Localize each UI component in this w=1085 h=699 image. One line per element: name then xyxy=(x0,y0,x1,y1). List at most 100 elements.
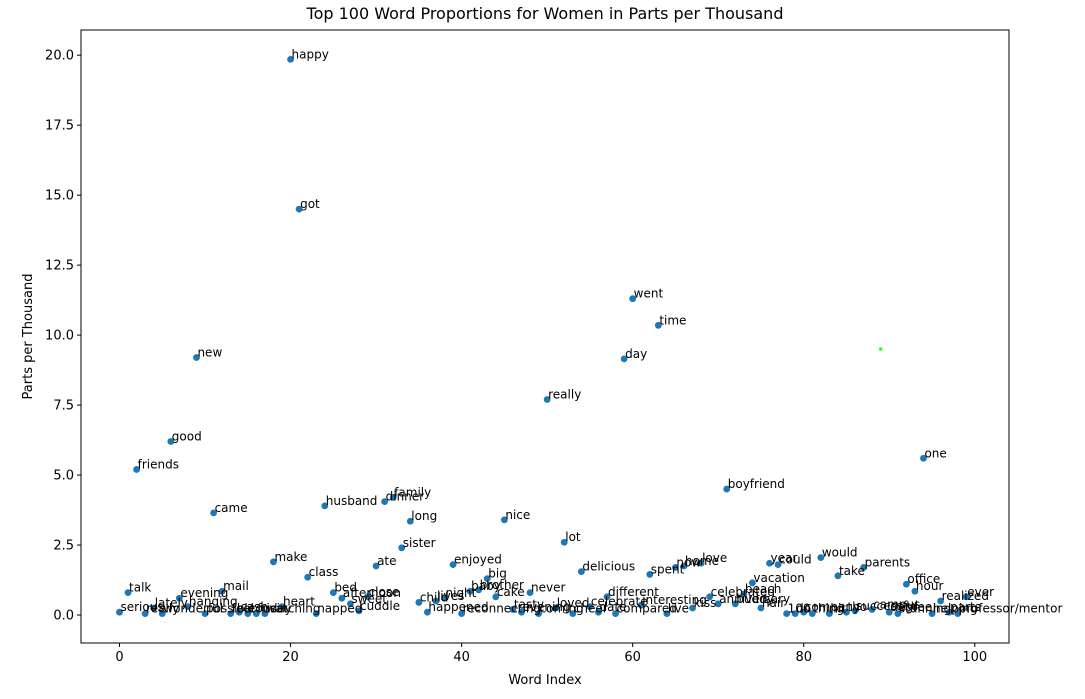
point-label: serious xyxy=(120,600,163,614)
point-label: interesting xyxy=(642,593,707,607)
point-label: watching xyxy=(266,602,321,616)
x-tick-label: 60 xyxy=(624,650,641,665)
point-label: dinner xyxy=(386,490,425,504)
point-label: wonderful xyxy=(163,602,223,616)
data-point xyxy=(423,608,431,616)
data-point xyxy=(535,610,542,618)
data-point xyxy=(603,593,611,601)
data-point xyxy=(697,559,705,567)
data-point xyxy=(449,561,457,569)
data-point xyxy=(406,517,414,525)
point-label: take xyxy=(839,564,865,578)
point-label: year xyxy=(771,551,798,565)
y-axis-ticks: 0.0 2.5 5.0 7.5 10.0 12.5 15.0 17.5 20.0 xyxy=(45,49,81,624)
data-point xyxy=(629,295,637,303)
point-label: enjoyed xyxy=(454,553,502,567)
highlight-point xyxy=(878,347,883,351)
data-point xyxy=(945,608,953,616)
data-point xyxy=(500,516,508,524)
point-label: went xyxy=(634,287,664,301)
data-point xyxy=(304,573,312,581)
data-point xyxy=(218,587,226,595)
data-point xyxy=(577,568,585,576)
data-point xyxy=(663,610,671,618)
data-point xyxy=(355,607,363,615)
plot-frame xyxy=(80,29,1010,644)
point-label: class xyxy=(309,565,339,579)
data-point xyxy=(227,610,235,618)
data-point xyxy=(706,593,714,601)
data-point xyxy=(201,610,209,618)
data-point xyxy=(124,589,132,597)
point-label: nice xyxy=(505,508,530,522)
y-tick-label: 15.0 xyxy=(45,189,74,204)
data-point xyxy=(175,594,183,602)
data-point xyxy=(962,593,970,601)
data-point xyxy=(920,454,927,462)
point-label: really xyxy=(548,387,581,401)
point-label: baby xyxy=(471,579,501,593)
data-point xyxy=(731,600,739,608)
point-label: parents xyxy=(865,555,911,569)
data-point xyxy=(766,559,773,567)
data-point xyxy=(757,604,765,612)
data-point xyxy=(689,604,696,612)
point-label: good xyxy=(172,429,202,443)
point-label: anniversary xyxy=(719,592,790,606)
point-label: reconnecting xyxy=(463,602,541,616)
point-label: spent xyxy=(651,562,685,576)
data-point xyxy=(526,589,534,597)
data-point xyxy=(834,572,842,580)
y-tick-label: 0.0 xyxy=(53,609,74,624)
point-label: 100 xyxy=(788,602,811,616)
data-point xyxy=(347,600,354,608)
point-label: compared xyxy=(617,602,677,616)
data-point xyxy=(466,587,474,595)
x-tick-label: 100 xyxy=(962,650,987,665)
point-label: time xyxy=(659,313,686,327)
point-label: happy xyxy=(292,47,329,61)
point-label: husband xyxy=(326,494,378,508)
point-label: date xyxy=(599,600,626,614)
point-label: coming xyxy=(540,602,584,616)
point-label: one xyxy=(924,446,946,460)
data-point xyxy=(543,396,551,403)
y-tick-label: 5.0 xyxy=(53,469,74,484)
point-label: evening xyxy=(522,600,570,614)
point-label: new xyxy=(197,345,222,359)
x-tick-label: 80 xyxy=(795,650,812,665)
point-label: heart xyxy=(283,595,315,609)
point-label: night xyxy=(446,586,477,600)
point-label: make xyxy=(274,550,307,564)
data-point xyxy=(825,610,833,618)
point-label: brother xyxy=(480,578,524,592)
point-label: now xyxy=(676,555,701,569)
data-point xyxy=(184,603,192,611)
point-label: possible xyxy=(206,602,255,616)
point-label: sister xyxy=(403,536,436,550)
point-label: lately xyxy=(155,596,188,610)
point-label: talk xyxy=(129,581,151,595)
data-point xyxy=(475,586,483,594)
point-label: friends xyxy=(138,457,179,471)
data-point xyxy=(295,205,303,213)
data-point xyxy=(654,321,662,329)
point-label: came xyxy=(215,501,248,515)
data-point xyxy=(851,607,859,615)
point-label: kiss xyxy=(694,596,717,610)
point-label: would xyxy=(822,546,858,560)
x-tick-label: 40 xyxy=(453,650,470,665)
point-label: degree xyxy=(890,600,932,614)
data-point xyxy=(235,608,243,616)
data-points xyxy=(116,55,970,618)
point-label: friday xyxy=(257,602,292,616)
point-label: never xyxy=(531,581,565,595)
data-point xyxy=(620,355,628,363)
data-point xyxy=(595,608,602,616)
y-tick-label: 7.5 xyxy=(53,399,74,414)
data-point xyxy=(937,597,944,605)
point-label: big xyxy=(488,567,507,581)
point-label: helping xyxy=(933,602,978,616)
data-point xyxy=(364,593,371,601)
point-label: cake xyxy=(497,585,525,599)
